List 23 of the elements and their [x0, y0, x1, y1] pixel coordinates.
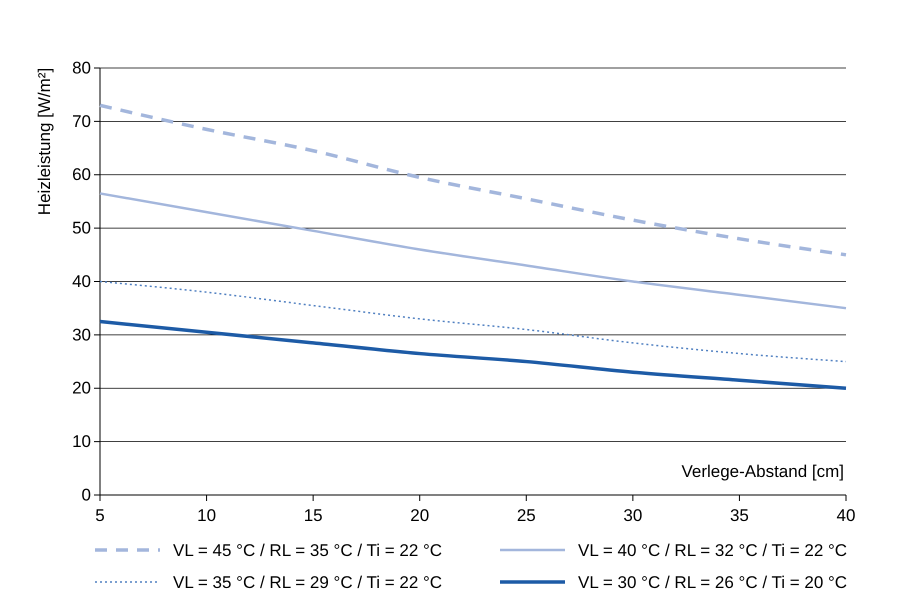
- x-tick-label: 35: [730, 506, 749, 525]
- legend-label: VL = 30 °C / RL = 26 °C / Ti = 20 °C: [578, 573, 848, 592]
- y-tick-label: 30: [72, 325, 91, 344]
- y-tick-label: 40: [72, 272, 91, 291]
- x-axis-title: Verlege-Abstand [cm]: [681, 462, 844, 481]
- y-axis-title: Heizleistung [W/m²]: [35, 68, 54, 216]
- legend-label: VL = 40 °C / RL = 32 °C / Ti = 22 °C: [578, 541, 848, 560]
- y-tick-label: 60: [72, 165, 91, 184]
- legend-label: VL = 35 °C / RL = 29 °C / Ti = 22 °C: [173, 573, 442, 592]
- y-tick-label: 10: [72, 432, 91, 452]
- x-tick-label: 20: [410, 506, 430, 525]
- x-tick-label: 40: [836, 506, 856, 525]
- x-tick-label: 15: [304, 506, 323, 525]
- legend-label: VL = 45 °C / RL = 35 °C / Ti = 22 °C: [173, 541, 442, 560]
- y-tick-label: 80: [72, 58, 91, 78]
- y-tick-label: 20: [72, 378, 91, 398]
- x-tick-label: 5: [95, 506, 105, 525]
- y-tick-label: 0: [82, 485, 91, 504]
- x-tick-label: 30: [623, 506, 642, 525]
- x-tick-label: 10: [197, 506, 216, 525]
- y-tick-label: 50: [72, 218, 91, 238]
- y-tick-label: 70: [72, 112, 91, 131]
- x-tick-label: 25: [516, 506, 536, 525]
